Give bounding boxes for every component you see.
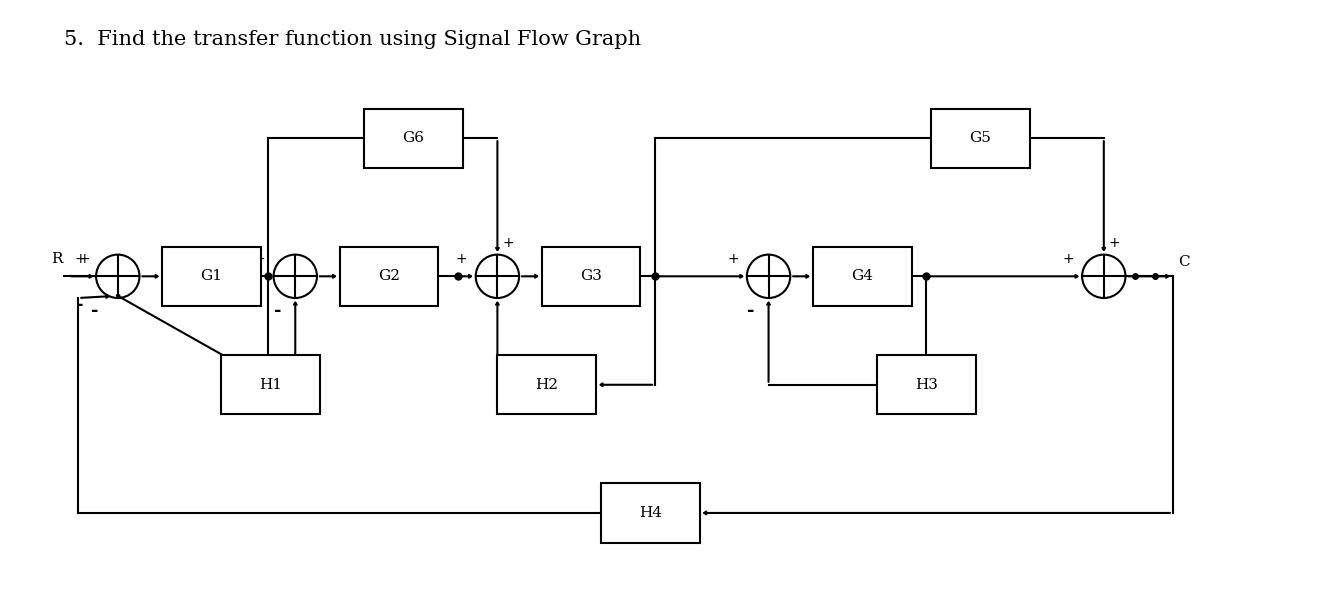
Text: G2: G2 <box>378 269 400 283</box>
Text: R: R <box>51 252 63 265</box>
Text: +: + <box>503 236 514 250</box>
FancyBboxPatch shape <box>876 355 975 414</box>
Text: -: - <box>747 302 754 319</box>
FancyBboxPatch shape <box>364 108 463 168</box>
FancyBboxPatch shape <box>340 247 439 306</box>
Text: G1: G1 <box>200 269 223 283</box>
Text: -: - <box>91 302 99 319</box>
Text: G6: G6 <box>403 131 424 145</box>
Text: +: + <box>1062 252 1074 265</box>
Text: C: C <box>1178 256 1190 269</box>
Text: H1: H1 <box>259 378 281 392</box>
Text: H2: H2 <box>535 378 558 392</box>
Text: +: + <box>727 252 739 265</box>
Text: G4: G4 <box>851 269 874 283</box>
Text: 5.  Find the transfer function using Signal Flow Graph: 5. Find the transfer function using Sign… <box>64 30 640 49</box>
FancyBboxPatch shape <box>812 247 911 306</box>
Text: +: + <box>79 252 89 265</box>
FancyBboxPatch shape <box>542 247 640 306</box>
Text: G5: G5 <box>970 131 991 145</box>
FancyBboxPatch shape <box>931 108 1030 168</box>
Text: +: + <box>75 252 85 265</box>
FancyBboxPatch shape <box>163 247 260 306</box>
Text: H4: H4 <box>639 506 662 520</box>
Text: G3: G3 <box>580 269 602 283</box>
Text: +: + <box>1109 236 1121 250</box>
FancyBboxPatch shape <box>600 483 699 542</box>
Text: +: + <box>253 252 265 265</box>
Text: H3: H3 <box>915 378 938 392</box>
Text: -: - <box>76 296 84 314</box>
FancyBboxPatch shape <box>221 355 320 414</box>
Text: +: + <box>456 252 468 265</box>
Text: -: - <box>273 302 281 319</box>
FancyBboxPatch shape <box>498 355 596 414</box>
